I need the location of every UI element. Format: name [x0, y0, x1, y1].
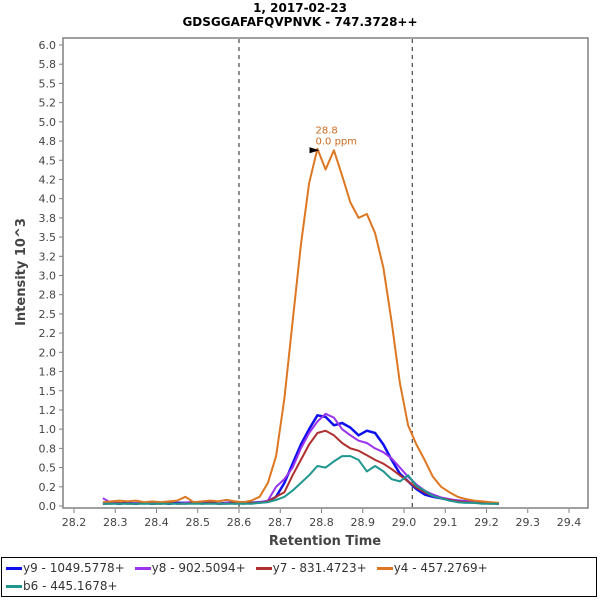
y-tick-label: 5.8: [39, 58, 57, 71]
chart-title: 1, 2017-02-23: [253, 1, 347, 15]
legend-row-1: y9 - 1049.5778+ y8 - 902.5094+ y7 - 831.…: [6, 561, 488, 575]
x-tick-label: 28.6: [227, 516, 252, 529]
y-axis-label: Intensity 10^3: [14, 218, 29, 326]
y-tick-label: 0.0: [39, 500, 57, 513]
x-tick-label: 29.1: [433, 516, 458, 529]
y-tick-label: 1.0: [39, 423, 57, 436]
plot-frame: [62, 37, 589, 509]
y-tick-label: 5.2: [39, 97, 57, 110]
legend-label-y8: y8 - 902.5094+: [151, 561, 246, 575]
y-tick-label: 2.2: [39, 327, 57, 340]
peak-ppm-label: 0.0 ppm: [316, 136, 358, 147]
x-tick-label: 29.0: [392, 516, 417, 529]
legend-label-y7: y7 - 831.4723+: [272, 561, 367, 575]
peak-annotation: 28.80.0 ppm: [309, 125, 358, 154]
y-tick-label: 3.5: [39, 231, 57, 244]
legend-item-y7[interactable]: y7 - 831.4723+: [255, 561, 367, 575]
y-tick-label: 3.2: [39, 250, 57, 263]
legend-item-y8[interactable]: y8 - 902.5094+: [134, 561, 246, 575]
x-tick-label: 29.2: [474, 516, 499, 529]
x-tick-label: 28.9: [351, 516, 376, 529]
legend-row-2: b6 - 445.1678+: [6, 579, 118, 593]
legend-label-b6: b6 - 445.1678+: [23, 579, 118, 593]
y-tick-label: 4.8: [39, 135, 57, 148]
y-tick-label: 2.8: [39, 289, 57, 302]
y-tick-label: 1.2: [39, 404, 57, 417]
integration-boundaries[interactable]: [238, 39, 413, 507]
legend-swatch-y4: [376, 566, 393, 570]
x-tick-label: 28.3: [103, 516, 128, 529]
y-tick-label: 1.5: [39, 385, 57, 398]
y-tick-label: 4.5: [39, 154, 57, 167]
legend-label-y9: y9 - 1049.5778+: [23, 561, 125, 575]
legend-swatch-y9: [6, 566, 22, 570]
x-tick-label: 28.7: [268, 516, 293, 529]
y-tick-label: 0.2: [39, 481, 57, 494]
legend-label-y4: y4 - 457.2769+: [393, 561, 488, 575]
peak-marker-icon: [309, 147, 320, 154]
y-tick-label: 5.0: [39, 116, 57, 129]
x-tick-label: 29.4: [557, 516, 582, 529]
series-lines: [102, 147, 500, 505]
x-tick-label: 28.8: [309, 516, 334, 529]
x-tick-label: 28.2: [62, 516, 87, 529]
chart-subtitle: GDSGGAFAFQVPNVK - 747.3728++: [182, 15, 418, 29]
legend-item-b6[interactable]: b6 - 445.1678+: [6, 579, 118, 593]
y-tick-label: 0.5: [39, 462, 57, 475]
chromatogram-plot[interactable]: 0.0 0.2 0.5 0.8 1.0 1.2 1.5 1.8 2.0 2.2 2.5 2.8 3.0 3…: [0, 0, 600, 556]
legend: y9 - 1049.5778+ y8 - 902.5094+ y7 - 831.…: [1, 557, 597, 597]
y-tick-label: 3.8: [39, 212, 57, 225]
x-tick-label: 28.5: [186, 516, 211, 529]
y-tick-label: 5.5: [39, 77, 57, 90]
x-axis-label: Retention Time: [269, 534, 381, 549]
y-tick-label: 2.5: [39, 308, 57, 321]
y-tick-label: 6.0: [39, 39, 57, 52]
y-tick-label: 4.2: [39, 173, 57, 186]
y-tick-label: 2.0: [39, 346, 57, 359]
x-tick-label: 28.4: [144, 516, 169, 529]
y-tick-label: 0.8: [39, 442, 57, 455]
legend-item-y9[interactable]: y9 - 1049.5778+: [6, 561, 125, 575]
y-tick-label: 4.0: [39, 193, 57, 206]
y-tick-label: 3.0: [39, 270, 57, 283]
series-line-y4: [102, 147, 499, 504]
legend-swatch-y7: [255, 566, 272, 570]
peak-rt-label: 28.8: [316, 125, 338, 136]
legend-swatch-y8: [134, 566, 151, 570]
x-tick-label: 29.3: [516, 516, 541, 529]
y-tick-label: 1.8: [39, 366, 57, 379]
legend-item-y4[interactable]: y4 - 457.2769+: [376, 561, 488, 575]
series-line-b6: [102, 455, 499, 505]
plot-axes: 0.0 0.2 0.5 0.8 1.0 1.2 1.5 1.8 2.0 2.2 2.5 2.8 3.0 3…: [39, 37, 589, 529]
legend-swatch-b6: [6, 584, 22, 588]
